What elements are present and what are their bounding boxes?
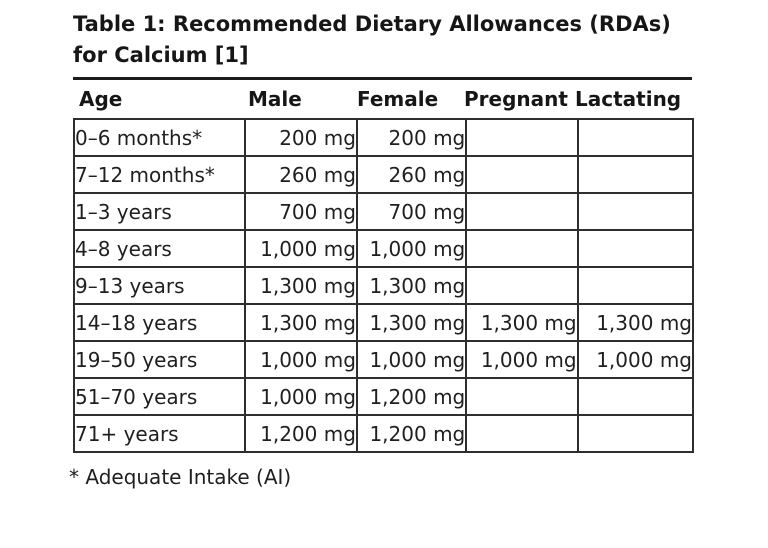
pregnant-cell: 1,300 mg: [465, 303, 579, 342]
adequate-intake-footnote: * Adequate Intake (AI): [69, 465, 292, 489]
table-row: 1–3 years 700 mg 700 mg: [73, 192, 695, 231]
lactating-cell: [576, 192, 695, 231]
table-row: 4–8 years 1,000 mg 1,000 mg: [73, 229, 695, 268]
column-header-lactating: Lactating: [575, 87, 682, 111]
age-cell: 7–12 months*: [73, 155, 246, 194]
column-header-age: Age: [79, 87, 123, 111]
table-row: 0–6 months* 200 mg 200 mg: [73, 118, 695, 157]
pregnant-cell: [465, 377, 579, 416]
female-cell: 1,200 mg: [355, 377, 468, 416]
table-row: 19–50 years 1,000 mg 1,000 mg 1,000 mg 1…: [73, 340, 695, 379]
age-cell: 14–18 years: [73, 303, 246, 342]
male-cell: 1,000 mg: [243, 377, 358, 416]
male-cell: 200 mg: [243, 118, 358, 157]
lactating-cell: [576, 377, 695, 416]
table-row: 7–12 months* 260 mg 260 mg: [73, 155, 695, 194]
age-cell: 71+ years: [73, 414, 246, 453]
male-cell: 1,000 mg: [243, 340, 358, 379]
age-cell: 51–70 years: [73, 377, 246, 416]
pregnant-cell: 1,000 mg: [465, 340, 579, 379]
pregnant-cell: [465, 229, 579, 268]
female-cell: 700 mg: [355, 192, 468, 231]
lactating-cell: 1,300 mg: [576, 303, 695, 342]
lactating-cell: [576, 118, 695, 157]
lactating-cell: [576, 266, 695, 305]
female-cell: 200 mg: [355, 118, 468, 157]
female-cell: 1,300 mg: [355, 266, 468, 305]
rda-calcium-table: 0–6 months* 200 mg 200 mg 7–12 months* 2…: [73, 118, 695, 453]
age-cell: 0–6 months*: [73, 118, 246, 157]
pregnant-cell: [465, 155, 579, 194]
table-row: 9–13 years 1,300 mg 1,300 mg: [73, 266, 695, 305]
male-cell: 1,300 mg: [243, 303, 358, 342]
pregnant-cell: [465, 192, 579, 231]
pregnant-cell: [465, 266, 579, 305]
female-cell: 1,000 mg: [355, 340, 468, 379]
title-divider-rule: [73, 77, 692, 80]
male-cell: 260 mg: [243, 155, 358, 194]
female-cell: 1,300 mg: [355, 303, 468, 342]
female-cell: 1,000 mg: [355, 229, 468, 268]
document-table-section: Table 1: Recommended Dietary Allowances …: [69, 9, 695, 489]
female-cell: 260 mg: [355, 155, 468, 194]
age-cell: 1–3 years: [73, 192, 246, 231]
lactating-cell: [576, 155, 695, 194]
table-row: 51–70 years 1,000 mg 1,200 mg: [73, 377, 695, 416]
table-title-line-1: Table 1: Recommended Dietary Allowances …: [73, 12, 671, 36]
column-header-male: Male: [248, 87, 302, 111]
male-cell: 1,000 mg: [243, 229, 358, 268]
male-cell: 1,200 mg: [243, 414, 358, 453]
column-header-female: Female: [357, 87, 439, 111]
pregnant-cell: [465, 118, 579, 157]
lactating-cell: [576, 414, 695, 453]
table-header-row: Age Male Female Pregnant Lactating: [73, 80, 695, 118]
age-cell: 4–8 years: [73, 229, 246, 268]
table-row: 14–18 years 1,300 mg 1,300 mg 1,300 mg 1…: [73, 303, 695, 342]
age-cell: 19–50 years: [73, 340, 246, 379]
male-cell: 700 mg: [243, 192, 358, 231]
table-title-line-2: for Calcium [1]: [73, 43, 249, 67]
table-title: Table 1: Recommended Dietary Allowances …: [73, 9, 695, 71]
table-row: 71+ years 1,200 mg 1,200 mg: [73, 414, 695, 453]
column-header-pregnant: Pregnant: [464, 87, 568, 111]
female-cell: 1,200 mg: [355, 414, 468, 453]
lactating-cell: [576, 229, 695, 268]
lactating-cell: 1,000 mg: [576, 340, 695, 379]
male-cell: 1,300 mg: [243, 266, 358, 305]
age-cell: 9–13 years: [73, 266, 246, 305]
pregnant-cell: [465, 414, 579, 453]
